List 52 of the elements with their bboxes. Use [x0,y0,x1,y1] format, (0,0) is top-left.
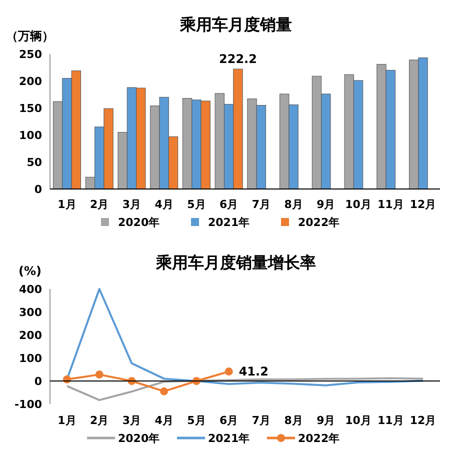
x-tick-label: 2月 [90,198,109,211]
y-tick-label: 0 [34,375,42,388]
y-tick-label: -100 [14,398,42,411]
chart-title: 乘用车月度销量 [179,15,292,34]
line-series [66,377,424,402]
y-tick-label: 200 [19,329,42,342]
x-tick-label: 10月 [345,198,372,211]
x-tick-label: 3月 [122,414,142,427]
point [224,368,233,376]
x-tick-label: 11月 [377,198,404,211]
y-tick-label: 400 [19,283,42,296]
y-tick-label: 300 [19,306,42,319]
point [95,370,104,379]
x-tick-label: 6月 [219,198,238,211]
x-tick-label: 8月 [284,198,303,211]
point [160,387,168,396]
x-tick-label: 7月 [252,198,271,211]
legend-label: 2020年 [118,216,160,229]
data-label: 222.2 [219,52,257,66]
x-tick-label: 6月 [219,414,238,427]
x-tick-label: 5月 [187,198,206,211]
x-tick-label: 12月 [410,198,436,211]
x-tick-label: 1月 [58,414,76,427]
data-label: 41.2 [238,364,268,379]
x-tick-label: 4月 [154,198,174,211]
y-tick-label: 50 [26,156,42,169]
y-axis-title: （万辆） [6,29,54,43]
x-tick-label: 9月 [316,414,336,427]
legend-label: 2022年 [298,432,340,445]
x-tick-label: 12月 [410,414,436,427]
y-tick-label: 150 [19,102,42,115]
x-tick-label: 8月 [284,414,303,427]
x-tick-label: 5月 [187,414,206,427]
x-tick-label: 2月 [90,414,109,427]
legend-label: 2022年 [298,216,340,229]
legend-label: 2021年 [208,216,250,229]
x-tick-label: 9月 [316,198,336,211]
legend-label: 2020年 [118,432,160,445]
x-tick-label: 3月 [122,198,142,211]
chart-title: 乘用车月度销量增长率 [155,253,316,272]
legend-label: 2021年 [208,432,250,445]
y-tick-label: 250 [19,48,42,61]
y-axis-title: (%) [18,264,42,278]
x-tick-label: 1月 [58,198,76,211]
x-tick-label: 11月 [377,414,404,427]
y-tick-label: 200 [19,75,42,88]
x-tick-label: 10月 [345,414,372,427]
y-tick-label: 0 [34,183,42,196]
x-tick-label: 4月 [154,414,174,427]
y-tick-label: 100 [19,129,42,142]
y-tick-label: 100 [19,352,42,365]
x-tick-label: 7月 [252,414,271,427]
